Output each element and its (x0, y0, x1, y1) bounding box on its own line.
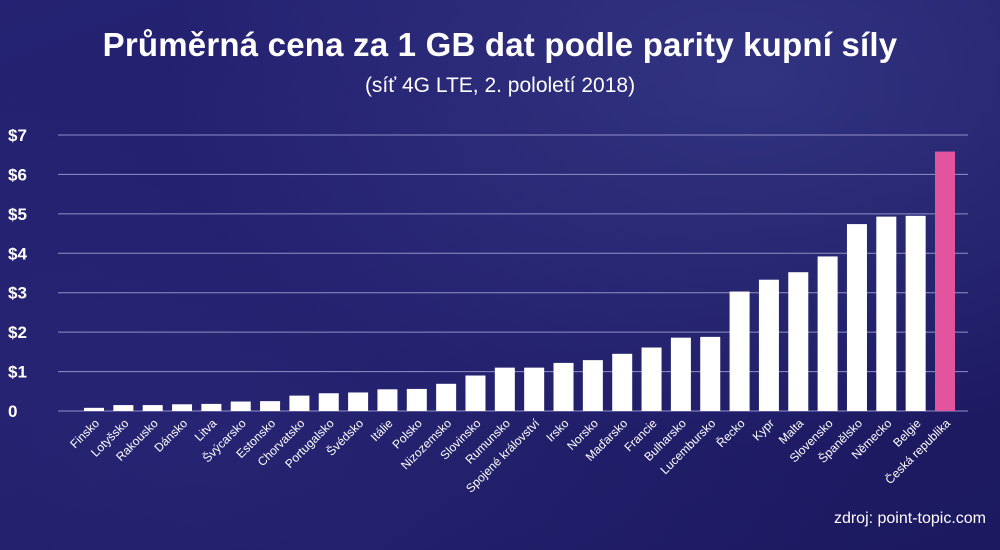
y-tick-label: $4 (8, 244, 27, 263)
bar-19 (612, 353, 633, 411)
chart-subtitle: (síť 4G LTE, 2. pololetí 2018) (364, 74, 636, 97)
bar-7 (260, 401, 281, 411)
bar-5 (201, 403, 222, 411)
bar-12 (406, 388, 427, 411)
y-tick-label: $2 (8, 323, 27, 342)
chart-title: Průměrná cena za 1 GB dat podle parity k… (102, 26, 898, 63)
bar-10 (348, 392, 369, 411)
bar-25 (788, 272, 809, 411)
y-tick-label: $3 (8, 284, 27, 303)
y-axis-ticks: 0 $1 $2 $3 $4 $5 $6 $7 (8, 126, 27, 421)
bar-11 (377, 389, 398, 411)
bar-18 (582, 360, 603, 411)
y-tick-label: $7 (8, 126, 27, 145)
bars (84, 151, 955, 411)
source-note: zdroj: point-topic.com (833, 510, 986, 527)
y-tick-label: 0 (8, 402, 17, 421)
bar-20 (641, 347, 662, 411)
bar-29 (905, 215, 926, 411)
bar-15 (494, 367, 515, 411)
bar-1 (84, 407, 104, 411)
bar-28 (876, 216, 897, 411)
bar-3 (142, 405, 163, 411)
bar-8 (289, 395, 310, 411)
bar-30 (935, 151, 955, 411)
x-tick-label: Dánsko (151, 416, 190, 455)
bar-2 (113, 405, 134, 411)
bar-23 (729, 291, 750, 411)
bar-6 (230, 401, 251, 411)
bar-13 (436, 383, 457, 411)
bar-17 (553, 362, 574, 411)
y-tick-label: $1 (8, 363, 27, 382)
x-tick-label: Řecko (713, 415, 748, 450)
bar-9 (318, 393, 339, 411)
y-tick-label: $5 (8, 205, 27, 224)
y-tick-label: $6 (8, 165, 27, 184)
gridlines (58, 134, 968, 412)
bar-14 (465, 375, 486, 411)
bar-21 (670, 337, 691, 411)
bar-26 (817, 256, 838, 411)
bar-22 (700, 336, 721, 411)
x-tick-label: Kypr (750, 416, 777, 443)
bar-4 (172, 404, 193, 411)
bar-16 (524, 367, 545, 411)
bar-27 (846, 224, 867, 411)
bar-24 (758, 279, 779, 411)
